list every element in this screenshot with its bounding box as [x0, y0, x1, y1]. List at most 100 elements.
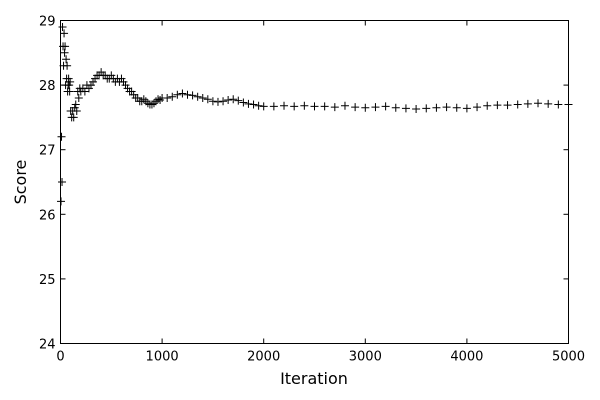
data-point — [422, 104, 431, 113]
data-point — [300, 101, 309, 110]
y-tick-label: 28 — [39, 79, 56, 94]
data-point — [89, 77, 98, 86]
data-point — [70, 103, 79, 112]
data-point — [351, 103, 360, 112]
data-point — [534, 99, 543, 108]
data-point — [213, 97, 222, 106]
x-tick-label: 5000 — [552, 350, 585, 365]
x-tick-label: 4000 — [450, 350, 483, 365]
data-point — [58, 22, 67, 31]
data-point — [259, 102, 268, 111]
data-point — [412, 105, 421, 114]
x-tick-label: 0 — [56, 350, 64, 365]
data-point — [65, 87, 74, 96]
y-tick-label: 29 — [39, 15, 56, 30]
data-point — [58, 178, 67, 186]
data-point — [61, 42, 70, 51]
data-point — [391, 103, 400, 112]
data-point — [249, 100, 258, 109]
data-point — [473, 103, 482, 112]
data-point — [432, 103, 441, 112]
data-point — [452, 103, 461, 112]
data-point — [57, 197, 66, 206]
data-point — [493, 101, 502, 110]
y-tick-label: 24 — [39, 338, 56, 353]
data-point — [63, 61, 72, 70]
data-point — [340, 101, 349, 110]
data-point — [139, 95, 148, 104]
data-point — [123, 84, 132, 93]
data-point — [97, 68, 106, 77]
data-point — [69, 113, 78, 122]
data-point — [193, 92, 202, 101]
data-point — [154, 95, 163, 104]
data-point — [119, 77, 128, 86]
data-point — [91, 74, 100, 83]
x-tick-label: 3000 — [349, 350, 382, 365]
x-tick-label: 1000 — [146, 350, 179, 365]
data-point — [523, 99, 532, 108]
data-point — [107, 71, 116, 80]
data-point — [163, 94, 172, 103]
y-tick-label: 26 — [39, 208, 56, 223]
plot-frame — [60, 20, 569, 344]
data-point — [188, 91, 197, 100]
data-point — [71, 100, 80, 109]
x-axis: 0 1000 2000 3000 4000 5000 — [56, 20, 585, 365]
data-point — [66, 77, 75, 86]
data-point — [503, 101, 512, 110]
data-point — [72, 106, 81, 115]
data-point — [483, 101, 492, 110]
data-point — [254, 101, 263, 110]
data-point — [290, 102, 299, 111]
data-point — [330, 103, 339, 112]
data-point — [60, 48, 69, 57]
y-axis-label: Score — [11, 160, 30, 205]
data-point — [183, 90, 192, 99]
data-point — [310, 102, 319, 111]
data-point — [121, 81, 130, 90]
data-point — [74, 94, 83, 103]
data-point — [544, 99, 553, 108]
data-point — [147, 100, 156, 109]
data-point — [401, 104, 410, 113]
data-point — [462, 104, 471, 113]
data-markers — [57, 22, 573, 206]
data-point — [86, 81, 95, 90]
data-point — [224, 95, 233, 104]
data-point — [152, 97, 161, 106]
data-point — [244, 99, 253, 108]
y-tick-label: 27 — [39, 144, 56, 159]
data-point — [280, 101, 289, 110]
data-point — [117, 74, 126, 83]
data-point — [168, 92, 177, 101]
data-point — [371, 103, 380, 112]
data-point — [203, 95, 212, 104]
data-point — [229, 95, 238, 104]
data-point — [57, 132, 66, 141]
data-point — [442, 103, 451, 112]
x-tick-label: 2000 — [247, 350, 280, 365]
data-point — [149, 99, 158, 108]
data-point — [80, 87, 89, 96]
y-tick-label: 25 — [39, 273, 56, 288]
data-point — [62, 55, 71, 64]
data-point — [65, 81, 74, 90]
y-axis: 24 25 26 27 28 29 — [39, 15, 569, 353]
x-axis-label: Iteration — [280, 369, 348, 388]
data-point — [127, 87, 136, 96]
data-point — [60, 29, 69, 38]
data-point — [554, 100, 563, 109]
data-point — [84, 84, 93, 93]
data-point — [129, 90, 138, 99]
data-point — [219, 97, 228, 106]
data-point — [156, 95, 165, 104]
data-point — [173, 90, 182, 99]
data-point — [133, 94, 142, 103]
data-point — [513, 100, 522, 109]
data-point — [208, 97, 217, 106]
data-point — [239, 98, 248, 107]
data-point — [198, 94, 207, 103]
data-point — [381, 102, 390, 111]
